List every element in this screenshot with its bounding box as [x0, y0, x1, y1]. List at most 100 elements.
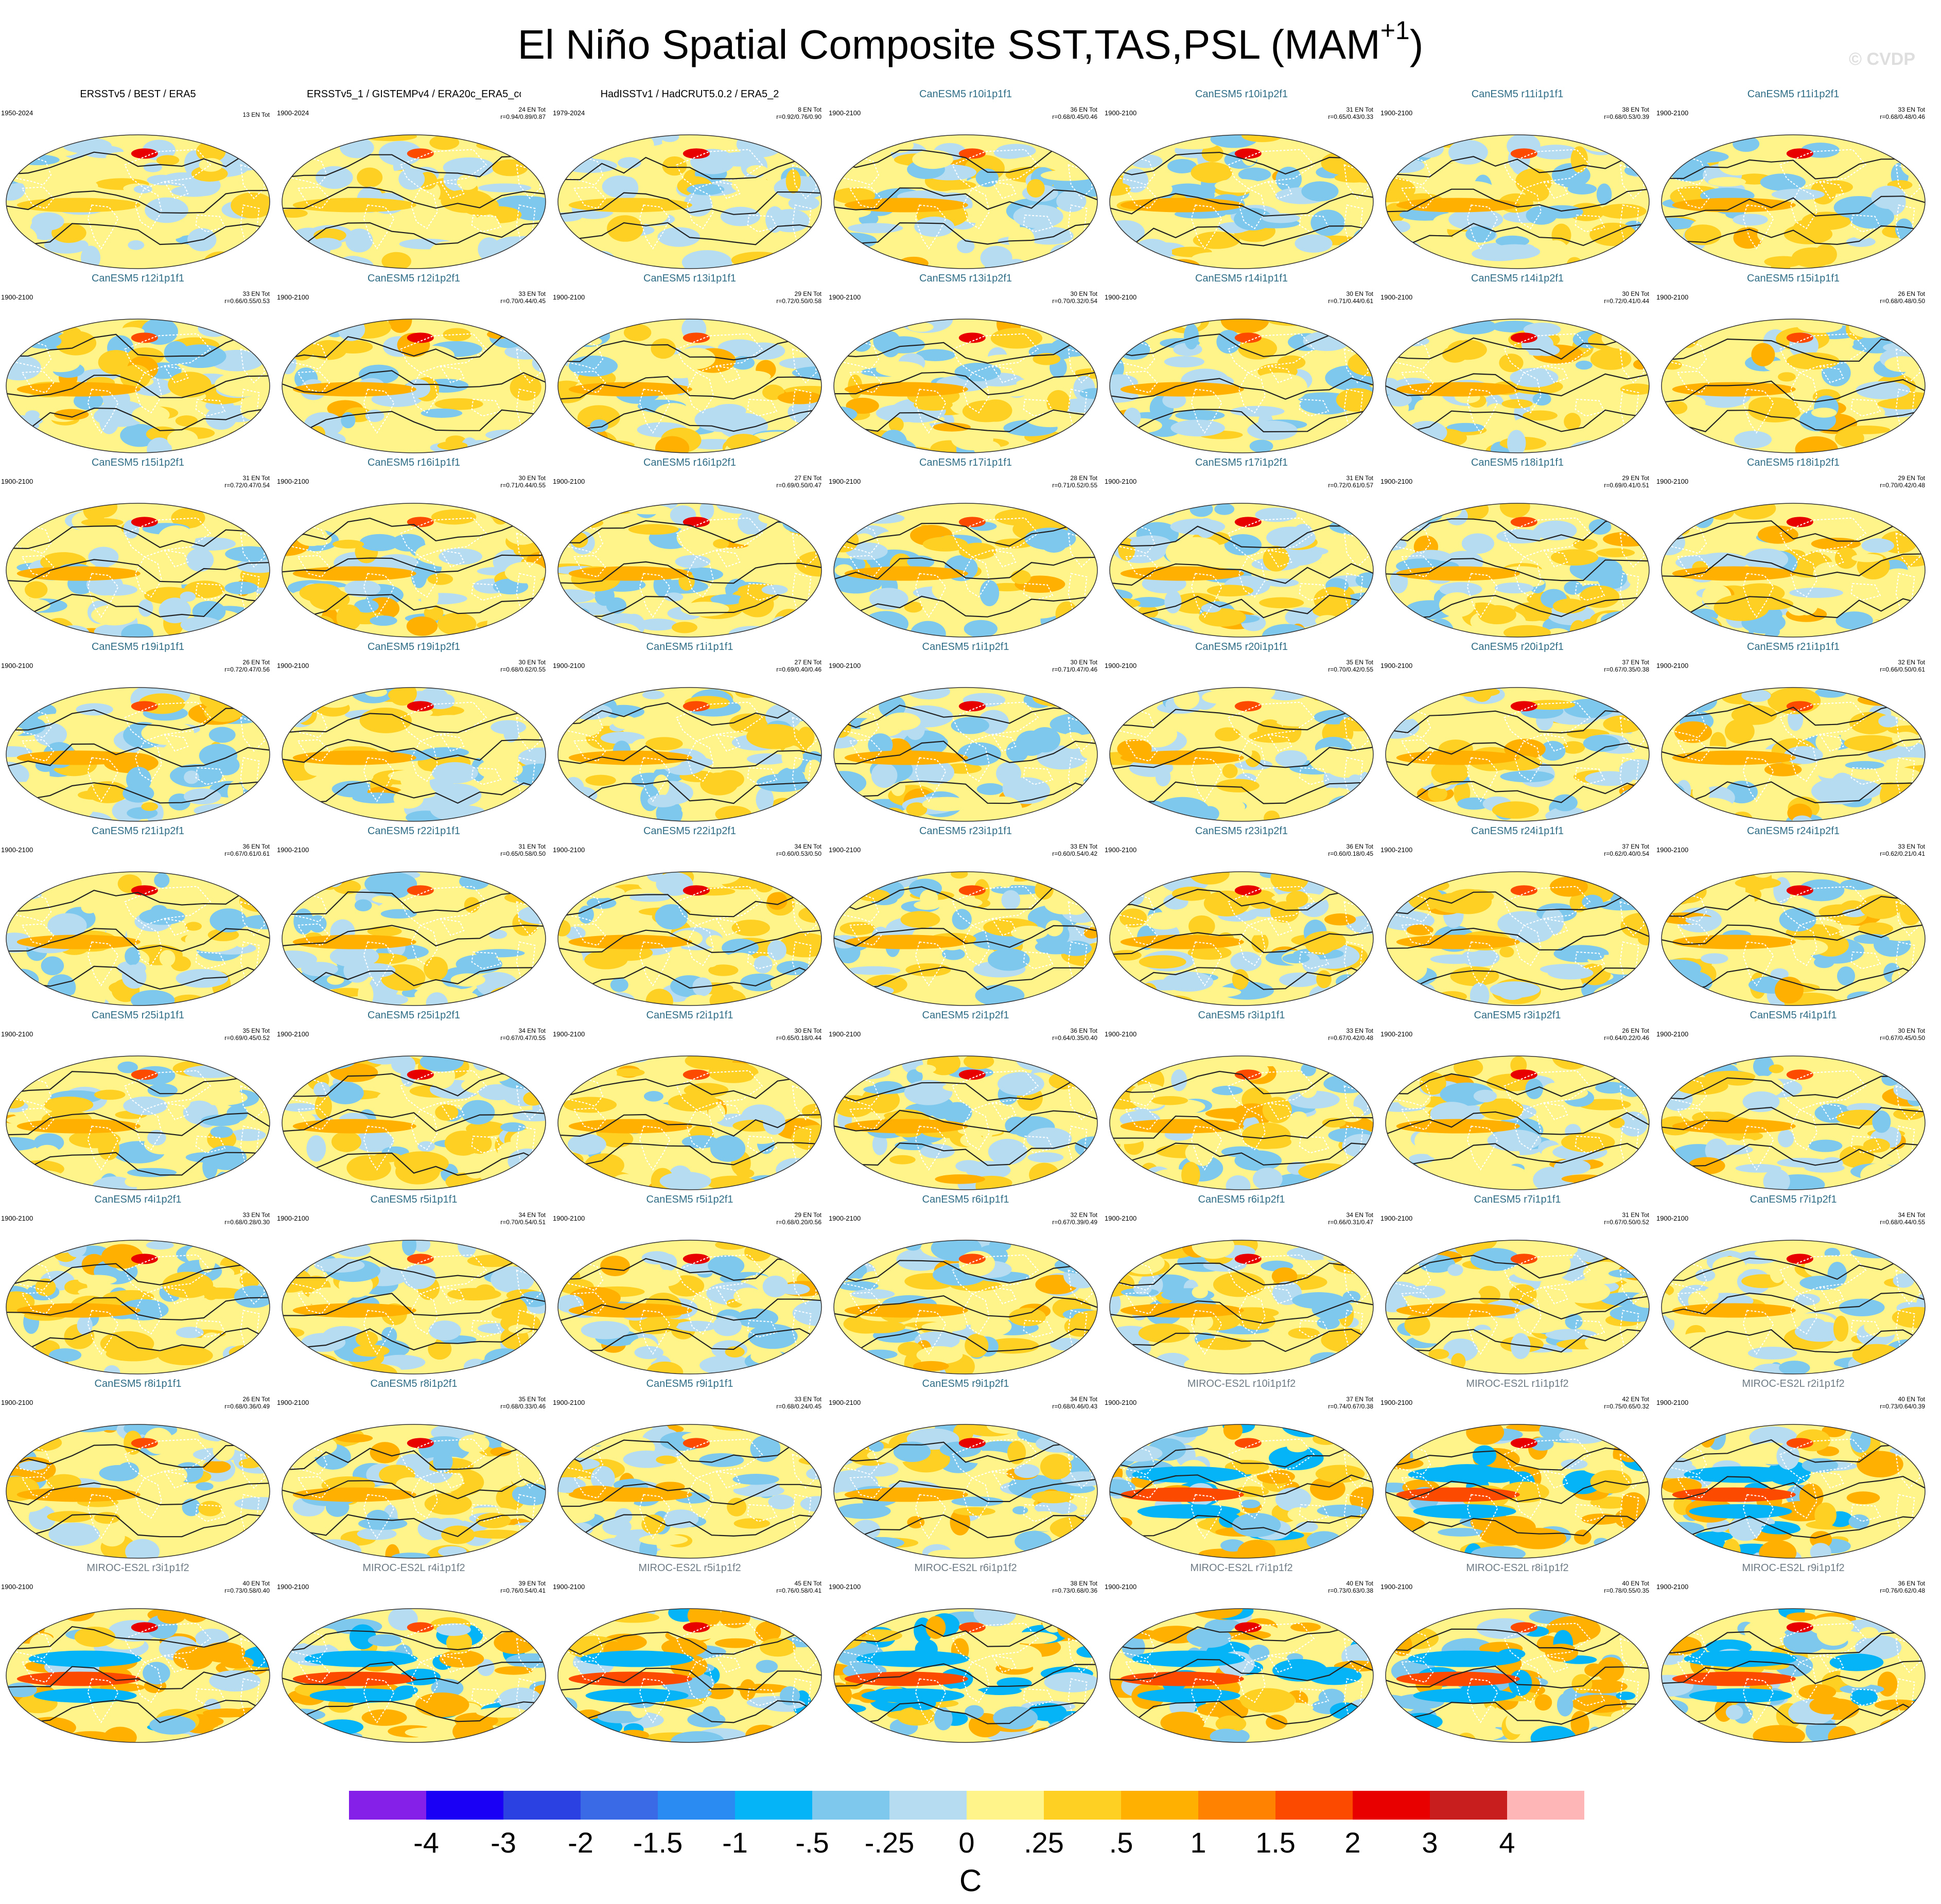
anomaly-patch [6, 1543, 54, 1558]
anomaly-patch [726, 433, 762, 452]
psl-contour [1110, 709, 1373, 731]
panel-title: CanESM5 r9i1p1f1 [646, 1378, 733, 1389]
anomaly-patch [1864, 321, 1900, 331]
anomaly-patch [1747, 1347, 1797, 1360]
anomaly-patch [1405, 506, 1443, 523]
land-outline [1466, 204, 1498, 250]
anomaly-patch [1303, 872, 1348, 881]
anomaly-patch [1590, 1496, 1631, 1509]
anomaly-patch [1294, 524, 1313, 538]
land-outline [676, 1438, 763, 1479]
anomaly-patch [41, 354, 80, 373]
map-field [1386, 687, 1649, 821]
anomaly-patch [1062, 1355, 1097, 1368]
map-border [833, 871, 1098, 1006]
land-outline [124, 701, 212, 742]
anomaly-patch [1216, 779, 1260, 792]
map-border [6, 1240, 270, 1374]
anomaly-patch [558, 429, 580, 439]
anomaly-patch [1131, 254, 1160, 269]
psl-contour [1662, 196, 1925, 218]
anomaly-patch [771, 249, 820, 268]
panel-event-count: 33 EN Tot [518, 290, 546, 297]
land-outline [1742, 757, 1774, 802]
anomaly-patch [1073, 1352, 1097, 1361]
anomaly-patch [1428, 1349, 1449, 1360]
anomaly-patch [1110, 1291, 1121, 1316]
land-outline [1543, 1286, 1568, 1304]
anomaly-patch [1590, 1424, 1635, 1439]
panel-title: CanESM5 r25i1p1f1 [91, 1010, 185, 1021]
anomaly-patch [1815, 730, 1842, 754]
map-border [6, 1055, 270, 1190]
psl-contour [1662, 1257, 1925, 1281]
psl-contour [834, 925, 1097, 948]
anomaly-patch [1596, 548, 1635, 557]
map-field [6, 319, 270, 453]
anomaly-patch [234, 1497, 270, 1510]
map-svg [557, 1055, 822, 1190]
anomaly-patch [6, 254, 26, 269]
map-panel: CanESM5 r6i1p2f1 1900-2100 34 EN Tot r=0.66… [1104, 1192, 1379, 1375]
anomaly-patch [739, 590, 768, 616]
anomaly-patch [303, 1056, 356, 1070]
psl-contour [1110, 1262, 1373, 1286]
land-outline [1299, 583, 1330, 601]
map-panel: CanESM5 r23i1p2f1 1900-2100 36 EN Tot r=0.6… [1104, 823, 1379, 1007]
anomaly-patch [505, 523, 540, 545]
anomaly-patch [47, 913, 87, 938]
land-outline [962, 187, 990, 230]
anomaly-patch [776, 960, 811, 976]
anomaly-patch [1120, 908, 1147, 928]
land-outline [1228, 517, 1315, 558]
anomaly-patch [1857, 693, 1908, 706]
anomaly-patch [1620, 383, 1649, 395]
psl-contour [1386, 742, 1649, 766]
anomaly-patch [41, 956, 64, 976]
anomaly-patch [1523, 322, 1561, 337]
map-svg [557, 134, 822, 269]
land-outline [1818, 181, 1844, 199]
psl-contour [558, 222, 821, 245]
anomaly-patch [1345, 1170, 1373, 1180]
land-outline [1790, 740, 1818, 782]
map-border [1109, 1240, 1374, 1374]
panel-title: CanESM5 r17i1p2f1 [1195, 457, 1288, 468]
anomaly-patch [391, 1553, 431, 1558]
anomaly-patch [432, 762, 478, 784]
anomaly-patch [990, 328, 1043, 349]
anomaly-patch [1144, 912, 1182, 930]
panel-title: CanESM5 r11i1p1f1 [1471, 89, 1564, 100]
anomaly-patch [659, 1171, 711, 1190]
land-outline [962, 1477, 990, 1519]
map-svg [1109, 134, 1374, 269]
anomaly-patch [1254, 731, 1278, 743]
warm-tongue [1120, 935, 1244, 949]
anomaly-patch [1662, 503, 1684, 525]
psl-contour [834, 1328, 1097, 1352]
anomaly-patch [849, 689, 899, 699]
anomaly-patch [66, 1240, 87, 1258]
anomaly-patch [797, 727, 815, 748]
land-outline [400, 1438, 487, 1479]
anomaly-patch [476, 972, 518, 998]
hot-spot [1234, 885, 1262, 896]
anomaly-patch [1909, 603, 1925, 624]
anomaly-patch [235, 1171, 270, 1185]
anomaly-patch [6, 1359, 39, 1374]
anomaly-patch [732, 1474, 779, 1485]
anomaly-patch [1876, 503, 1905, 515]
psl-contour [282, 1478, 546, 1500]
anomaly-patch [1050, 322, 1080, 342]
anomaly-patch [1263, 545, 1289, 572]
psl-contour [558, 966, 821, 990]
anomaly-patch [1693, 1240, 1734, 1253]
map-svg [6, 1240, 270, 1374]
anomaly-patch [1120, 441, 1142, 453]
hot-spot [1510, 885, 1537, 896]
land-outline [1514, 924, 1542, 966]
anomaly-patch [492, 159, 528, 177]
hot-spot [1234, 332, 1262, 343]
anomaly-patch [94, 1089, 126, 1100]
land-outline [1503, 1254, 1591, 1295]
